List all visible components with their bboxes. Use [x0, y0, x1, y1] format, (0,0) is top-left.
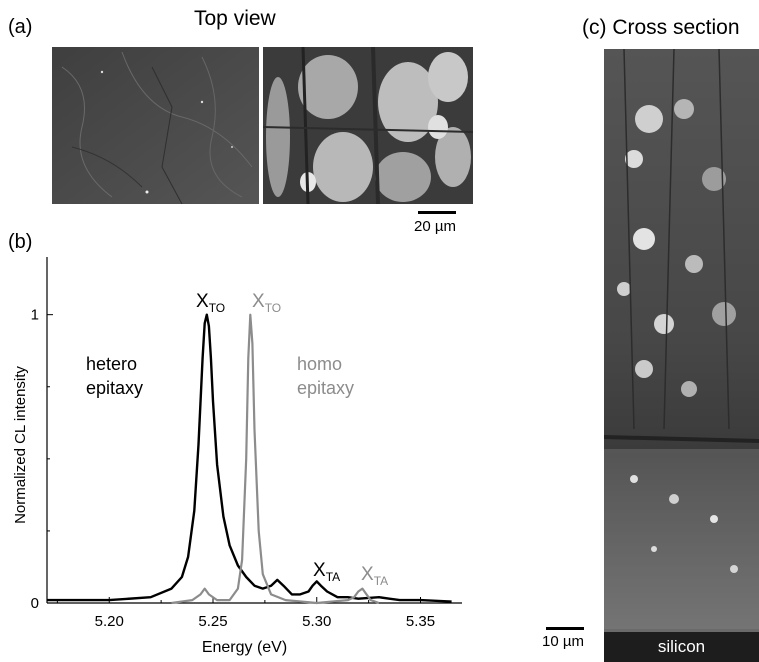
x-tick-label: 5.25	[198, 613, 227, 630]
cross-section-scale-label: 10 µm	[542, 633, 584, 650]
panel-c-label: (c) Cross section	[582, 16, 740, 39]
x-tick-label: 5.20	[95, 613, 124, 630]
y-tick-label: 0	[31, 595, 39, 612]
x-axis-label: Energy (eV)	[202, 639, 287, 656]
cross-section-cl-image	[604, 49, 759, 632]
silicon-substrate-band: silicon	[604, 632, 759, 662]
top-view-scale-label: 20 µm	[414, 218, 456, 235]
x-tick-label: 5.30	[302, 613, 331, 630]
homo-label: homo epitaxy	[297, 354, 354, 398]
cross-section-scale-bar	[546, 627, 584, 630]
homo-xta: XTA	[361, 564, 388, 588]
homo-spectrum-line	[171, 313, 380, 605]
hetero-xta: XTA	[313, 560, 340, 584]
top-view-sem-image	[52, 47, 259, 204]
silicon-label: silicon	[657, 637, 706, 656]
hetero-label: hetero epitaxy	[86, 354, 143, 398]
homo-xto: XTO	[252, 291, 281, 315]
x-tick-label: 5.35	[406, 613, 435, 630]
hetero-xto: XTO	[196, 291, 225, 315]
top-view-scale-bar	[418, 211, 456, 214]
y-axis-label: Normalized CL intensity	[12, 366, 29, 524]
hetero-spectrum-line	[47, 313, 452, 603]
panel-b-label: (b)	[8, 231, 33, 253]
panel-a-label: (a)	[8, 16, 33, 38]
cl-spectrum-chart: 5.20 5.25 5.30 5.35 0 1 Energy (eV) Normalized …	[12, 257, 462, 656]
y-tick-label: 1	[31, 307, 39, 324]
top-view-cl-image	[263, 47, 473, 204]
panel-a-title: Top view	[194, 7, 276, 30]
